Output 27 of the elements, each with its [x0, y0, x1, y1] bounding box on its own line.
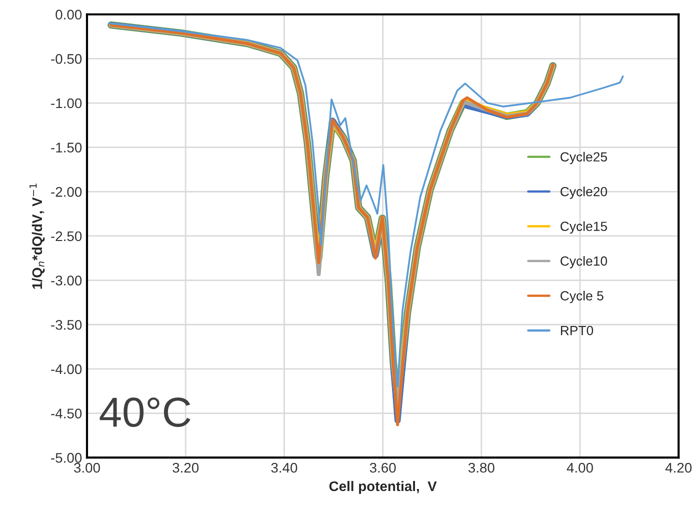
x-tick-label: 3.60 — [370, 462, 396, 473]
legend-label: Cycle10 — [560, 256, 608, 268]
x-tick-label: 3.00 — [74, 462, 100, 473]
y-tick-label: -1.50 — [51, 142, 82, 153]
y-tick-label: -0.50 — [51, 54, 82, 64]
x-axis-title: Cell potential, V — [329, 480, 437, 494]
y-tick-label: -3.50 — [51, 320, 82, 330]
x-tick-label: 3.20 — [172, 462, 199, 473]
y-axis-title: 1/Q$_{n}$*dQ/dV, V$^{−1}$ — [30, 184, 45, 289]
y-tick-label: -1.00 — [51, 98, 82, 108]
y-tick-label: 0.00 — [56, 10, 82, 20]
legend-label: Cycle 5 — [560, 290, 604, 304]
x-tick-label: 4.20 — [665, 462, 692, 473]
y-tick-label: -2.50 — [51, 231, 82, 242]
y-tick-label: -2.00 — [51, 186, 82, 197]
y-tick-label: -5.00 — [51, 452, 82, 463]
legend-label: RPT0 — [560, 326, 594, 336]
x-tick-label: 3.40 — [271, 462, 298, 473]
x-tick-label: 4.00 — [566, 462, 593, 473]
y-tick-label: -4.00 — [51, 364, 82, 374]
x-tick-label: 3.80 — [468, 462, 494, 473]
y-tick-label: -4.50 — [51, 408, 82, 418]
legend-label: Cycle20 — [560, 186, 608, 199]
legend-label: Cycle25 — [560, 152, 608, 164]
annotation: 40°C — [100, 397, 190, 427]
y-tick-label: -3.00 — [51, 276, 82, 286]
legend-label: Cycle15 — [560, 221, 608, 234]
